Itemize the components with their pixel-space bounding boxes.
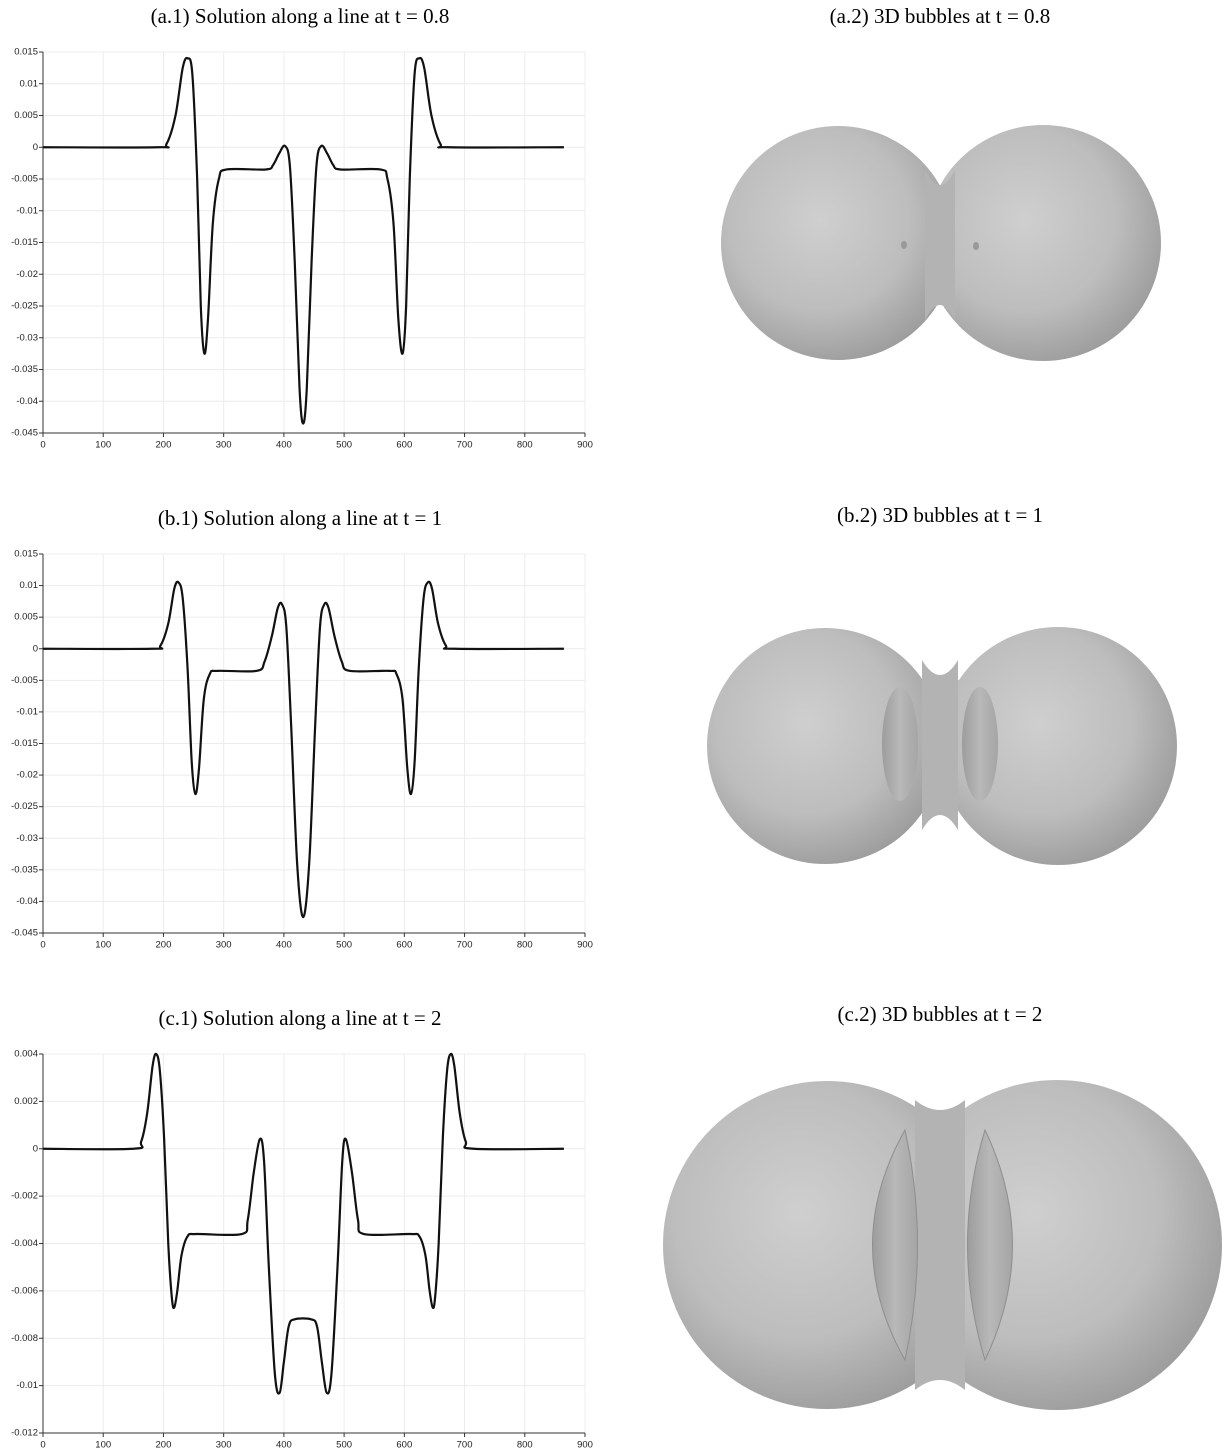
x-tick-label: 400: [276, 440, 292, 451]
x-tick-label: 900: [577, 440, 593, 451]
y-tick-label: -0.015: [11, 237, 38, 248]
y-tick-label: 0.01: [20, 580, 39, 591]
x-tick-label: 100: [95, 1440, 111, 1451]
x-tick-label: 200: [156, 440, 172, 451]
bubble-render: [721, 125, 1161, 361]
y-tick-label: -0.025: [11, 801, 38, 812]
x-tick-label: 600: [396, 440, 412, 451]
y-tick-label: 0.015: [14, 47, 38, 58]
chart-title: (a.1) Solution along a line at t = 0.8: [151, 4, 450, 28]
y-tick-label: 0.004: [14, 1049, 38, 1060]
image-title: (b.2) 3D bubbles at t = 1: [837, 503, 1043, 527]
figure: (a.2) 3D bubbles at t = 0.8 (b.2) 3D bub…: [0, 0, 1226, 1453]
bubble-render: [663, 1080, 1222, 1410]
x-tick-label: 900: [577, 940, 593, 951]
x-tick-label: 500: [336, 1440, 352, 1451]
y-tick-label: 0.005: [14, 110, 38, 121]
x-tick-label: 700: [457, 940, 473, 951]
y-tick-label: -0.035: [11, 864, 38, 875]
chart-title: (b.1) Solution along a line at t = 1: [158, 506, 442, 530]
x-tick-label: 300: [216, 940, 232, 951]
x-tick-label: 200: [156, 940, 172, 951]
x-tick-label: 600: [396, 940, 412, 951]
x-tick-label: 600: [396, 1440, 412, 1451]
y-tick-label: -0.005: [11, 174, 38, 185]
y-tick-label: -0.008: [11, 1333, 38, 1344]
y-tick-label: -0.04: [16, 896, 38, 907]
image-title: (a.2) 3D bubbles at t = 0.8: [830, 4, 1051, 28]
y-tick-label: -0.012: [11, 1428, 38, 1439]
x-tick-label: 400: [276, 1440, 292, 1451]
x-tick-label: 800: [517, 940, 533, 951]
y-tick-label: -0.02: [16, 269, 38, 280]
x-tick-label: 0: [40, 1440, 45, 1451]
y-tick-label: -0.004: [11, 1238, 38, 1249]
x-tick-label: 700: [457, 1440, 473, 1451]
x-tick-label: 100: [95, 940, 111, 951]
y-tick-label: 0.01: [20, 78, 39, 89]
y-tick-label: -0.025: [11, 301, 38, 312]
y-tick-label: -0.01: [16, 706, 38, 717]
x-tick-label: 500: [336, 940, 352, 951]
x-tick-label: 0: [40, 940, 45, 951]
y-tick-label: -0.01: [16, 205, 38, 216]
x-tick-label: 400: [276, 940, 292, 951]
page: (a.2) 3D bubbles at t = 0.8 (b.2) 3D bub…: [0, 0, 1226, 1453]
chart-title: (c.1) Solution along a line at t = 2: [158, 1006, 441, 1030]
y-tick-label: 0: [33, 1143, 38, 1154]
y-tick-label: -0.04: [16, 396, 38, 407]
data-line: [43, 582, 564, 917]
y-tick-label: -0.035: [11, 364, 38, 375]
y-tick-label: 0.005: [14, 612, 38, 623]
x-tick-label: 200: [156, 1440, 172, 1451]
y-tick-label: -0.045: [11, 928, 38, 939]
y-tick-label: -0.03: [16, 332, 38, 343]
x-tick-label: 100: [95, 440, 111, 451]
y-tick-label: -0.045: [11, 428, 38, 439]
y-tick-label: -0.015: [11, 738, 38, 749]
y-tick-label: -0.005: [11, 675, 38, 686]
y-tick-label: -0.01: [16, 1380, 38, 1391]
y-tick-label: -0.002: [11, 1191, 38, 1202]
x-tick-label: 500: [336, 440, 352, 451]
x-tick-label: 0: [40, 440, 45, 451]
y-tick-label: 0.002: [14, 1096, 38, 1107]
y-tick-label: -0.006: [11, 1285, 38, 1296]
image-title: (c.2) 3D bubbles at t = 2: [838, 1002, 1043, 1026]
x-tick-label: 700: [457, 440, 473, 451]
bubble-render: [707, 627, 1177, 865]
y-tick-label: -0.03: [16, 833, 38, 844]
x-tick-label: 300: [216, 1440, 232, 1451]
data-line: [43, 1054, 564, 1394]
x-tick-label: 900: [577, 1440, 593, 1451]
y-tick-label: -0.02: [16, 770, 38, 781]
y-tick-label: 0: [33, 142, 38, 153]
data-line: [43, 58, 564, 423]
y-tick-label: 0.015: [14, 549, 38, 560]
y-tick-label: 0: [33, 643, 38, 654]
x-tick-label: 800: [517, 1440, 533, 1451]
x-tick-label: 300: [216, 440, 232, 451]
x-tick-label: 800: [517, 440, 533, 451]
